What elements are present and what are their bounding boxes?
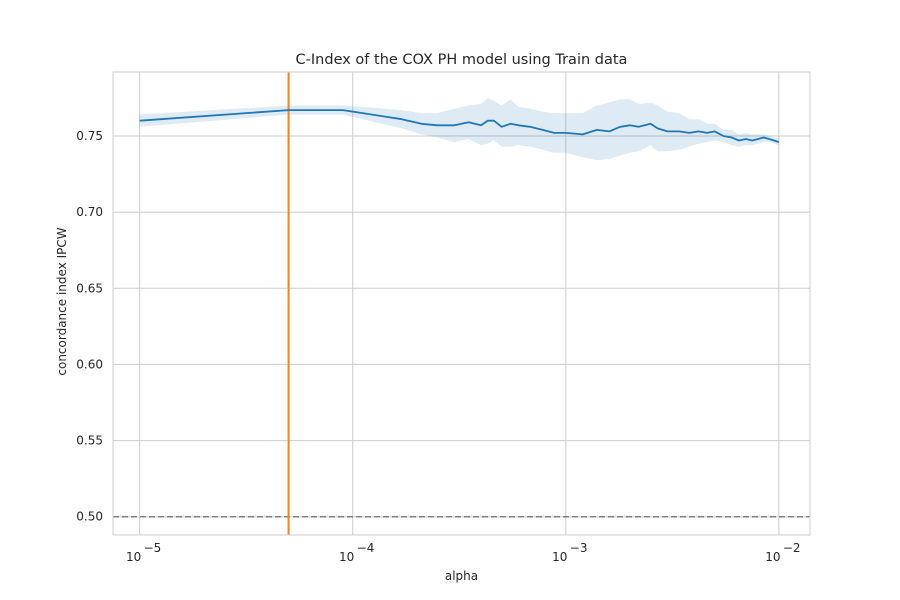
x-tick-exponent: −4 xyxy=(357,541,375,555)
x-tick-label: 10 xyxy=(126,550,141,564)
mean-c-index-line xyxy=(139,109,780,143)
confidence-band xyxy=(139,97,779,161)
axes-frame xyxy=(112,71,811,536)
x-tick-exponent: −5 xyxy=(144,541,162,555)
y-tick-label: 0.50 xyxy=(76,510,103,524)
x-tick-exponent: −2 xyxy=(783,541,801,555)
x-tick-label: 10 xyxy=(339,550,354,564)
chart-title: C-Index of the COX PH model using Train … xyxy=(296,52,628,68)
y-tick-label: 0.65 xyxy=(76,281,103,295)
x-axis-label: alpha xyxy=(445,569,478,583)
y-tick-label: 0.60 xyxy=(76,357,103,371)
y-tick-label: 0.55 xyxy=(76,434,103,448)
x-tick-label: 10 xyxy=(765,550,780,564)
y-axis-label: concordance index IPCW xyxy=(55,227,69,375)
x-tick-label: 10 xyxy=(552,550,567,564)
y-tick-label: 0.75 xyxy=(76,129,103,143)
x-tick-exponent: −3 xyxy=(570,541,588,555)
y-tick-label: 0.70 xyxy=(76,205,103,219)
